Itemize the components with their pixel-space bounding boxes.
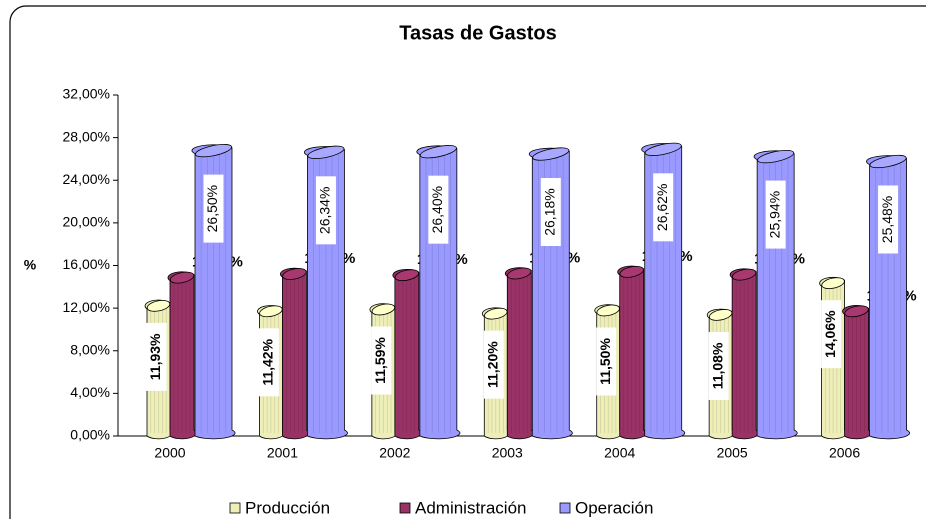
cylinder-top [844,305,869,318]
cylinder-top [194,143,233,158]
y-tick-label: 8,00% [70,341,110,357]
bar [842,305,871,440]
value-label-box [146,322,167,391]
y-tick-label: 0,00% [70,427,110,443]
legend-label: Operación [575,498,653,517]
value-label: 11,42% [260,338,276,385]
bar [641,142,686,440]
bar [167,271,197,440]
cylinder-top [282,268,307,280]
x-tick-label: 2006 [829,445,860,461]
x-tick-label: 2002 [379,445,410,461]
value-label: 11,93% [147,333,163,380]
y-tick-label: 4,00% [70,384,110,400]
value-label-box [371,326,392,395]
value-label-box [708,331,729,400]
value-label: 11,50% [597,338,613,385]
bar [504,267,534,440]
value-label: 26,62% [654,184,670,231]
y-tick-label: 32,00% [63,86,110,102]
cylinder-top [757,149,795,164]
x-tick-label: 2005 [717,445,748,461]
value-label-box [821,300,842,369]
cylinder-top [394,269,420,282]
value-label: 26,18% [541,188,557,235]
cylinder-top [731,268,757,281]
y-axis-label: % [24,257,37,273]
cylinder-top [307,145,345,159]
value-label: 26,50% [204,185,220,232]
chart-title: Tasas de Gastos [399,22,556,44]
y-tick-label: 20,00% [63,214,110,230]
x-tick-label: 2001 [267,445,298,461]
x-tick-label: 2000 [154,445,185,461]
value-label-box [765,180,786,249]
value-label: 11,20% [484,341,500,388]
value-label-box [428,175,449,244]
cylinder-top [507,267,532,280]
value-label-box [596,327,617,396]
legend-swatch [399,502,411,514]
bar [729,268,759,440]
cylinder-top [869,154,907,169]
value-label: 14,06% [822,310,838,358]
cylinder-top [821,277,845,290]
value-label: 26,40% [429,186,445,233]
bar [528,147,573,440]
value-label-box [483,330,504,399]
value-label-box [878,185,899,254]
cylinder-top [619,265,644,278]
value-label-box [315,176,336,245]
value-label-box [203,174,224,243]
legend-swatch [559,502,571,514]
value-label-box [540,178,561,247]
y-tick-label: 24,00% [63,171,110,187]
cylinder-top [532,147,570,161]
value-label: 11,08% [709,342,725,389]
x-tick-label: 2004 [604,445,635,461]
bar [416,145,461,440]
legend-label: Administración [415,498,527,517]
bar [392,268,422,440]
x-tick-label: 2003 [492,445,523,461]
value-label: 25,48% [879,196,895,243]
y-tick-label: 12,00% [63,299,110,315]
cylinder-top [644,142,682,156]
value-label-box [653,173,674,242]
chart-frame [9,5,926,524]
cylinder-top [419,145,457,159]
bar [280,267,309,440]
y-tick-label: 16,00% [63,256,110,272]
value-label: 25,94% [766,191,782,238]
value-label-box [258,328,279,397]
y-tick-label: 28,00% [63,128,110,144]
bar [191,143,236,440]
legend-swatch [229,502,241,514]
value-label: 26,34% [317,187,333,234]
bar [617,265,647,440]
legend-label: Producción [245,498,330,517]
value-label: 11,59% [372,337,388,384]
cylinder-top [169,271,195,284]
